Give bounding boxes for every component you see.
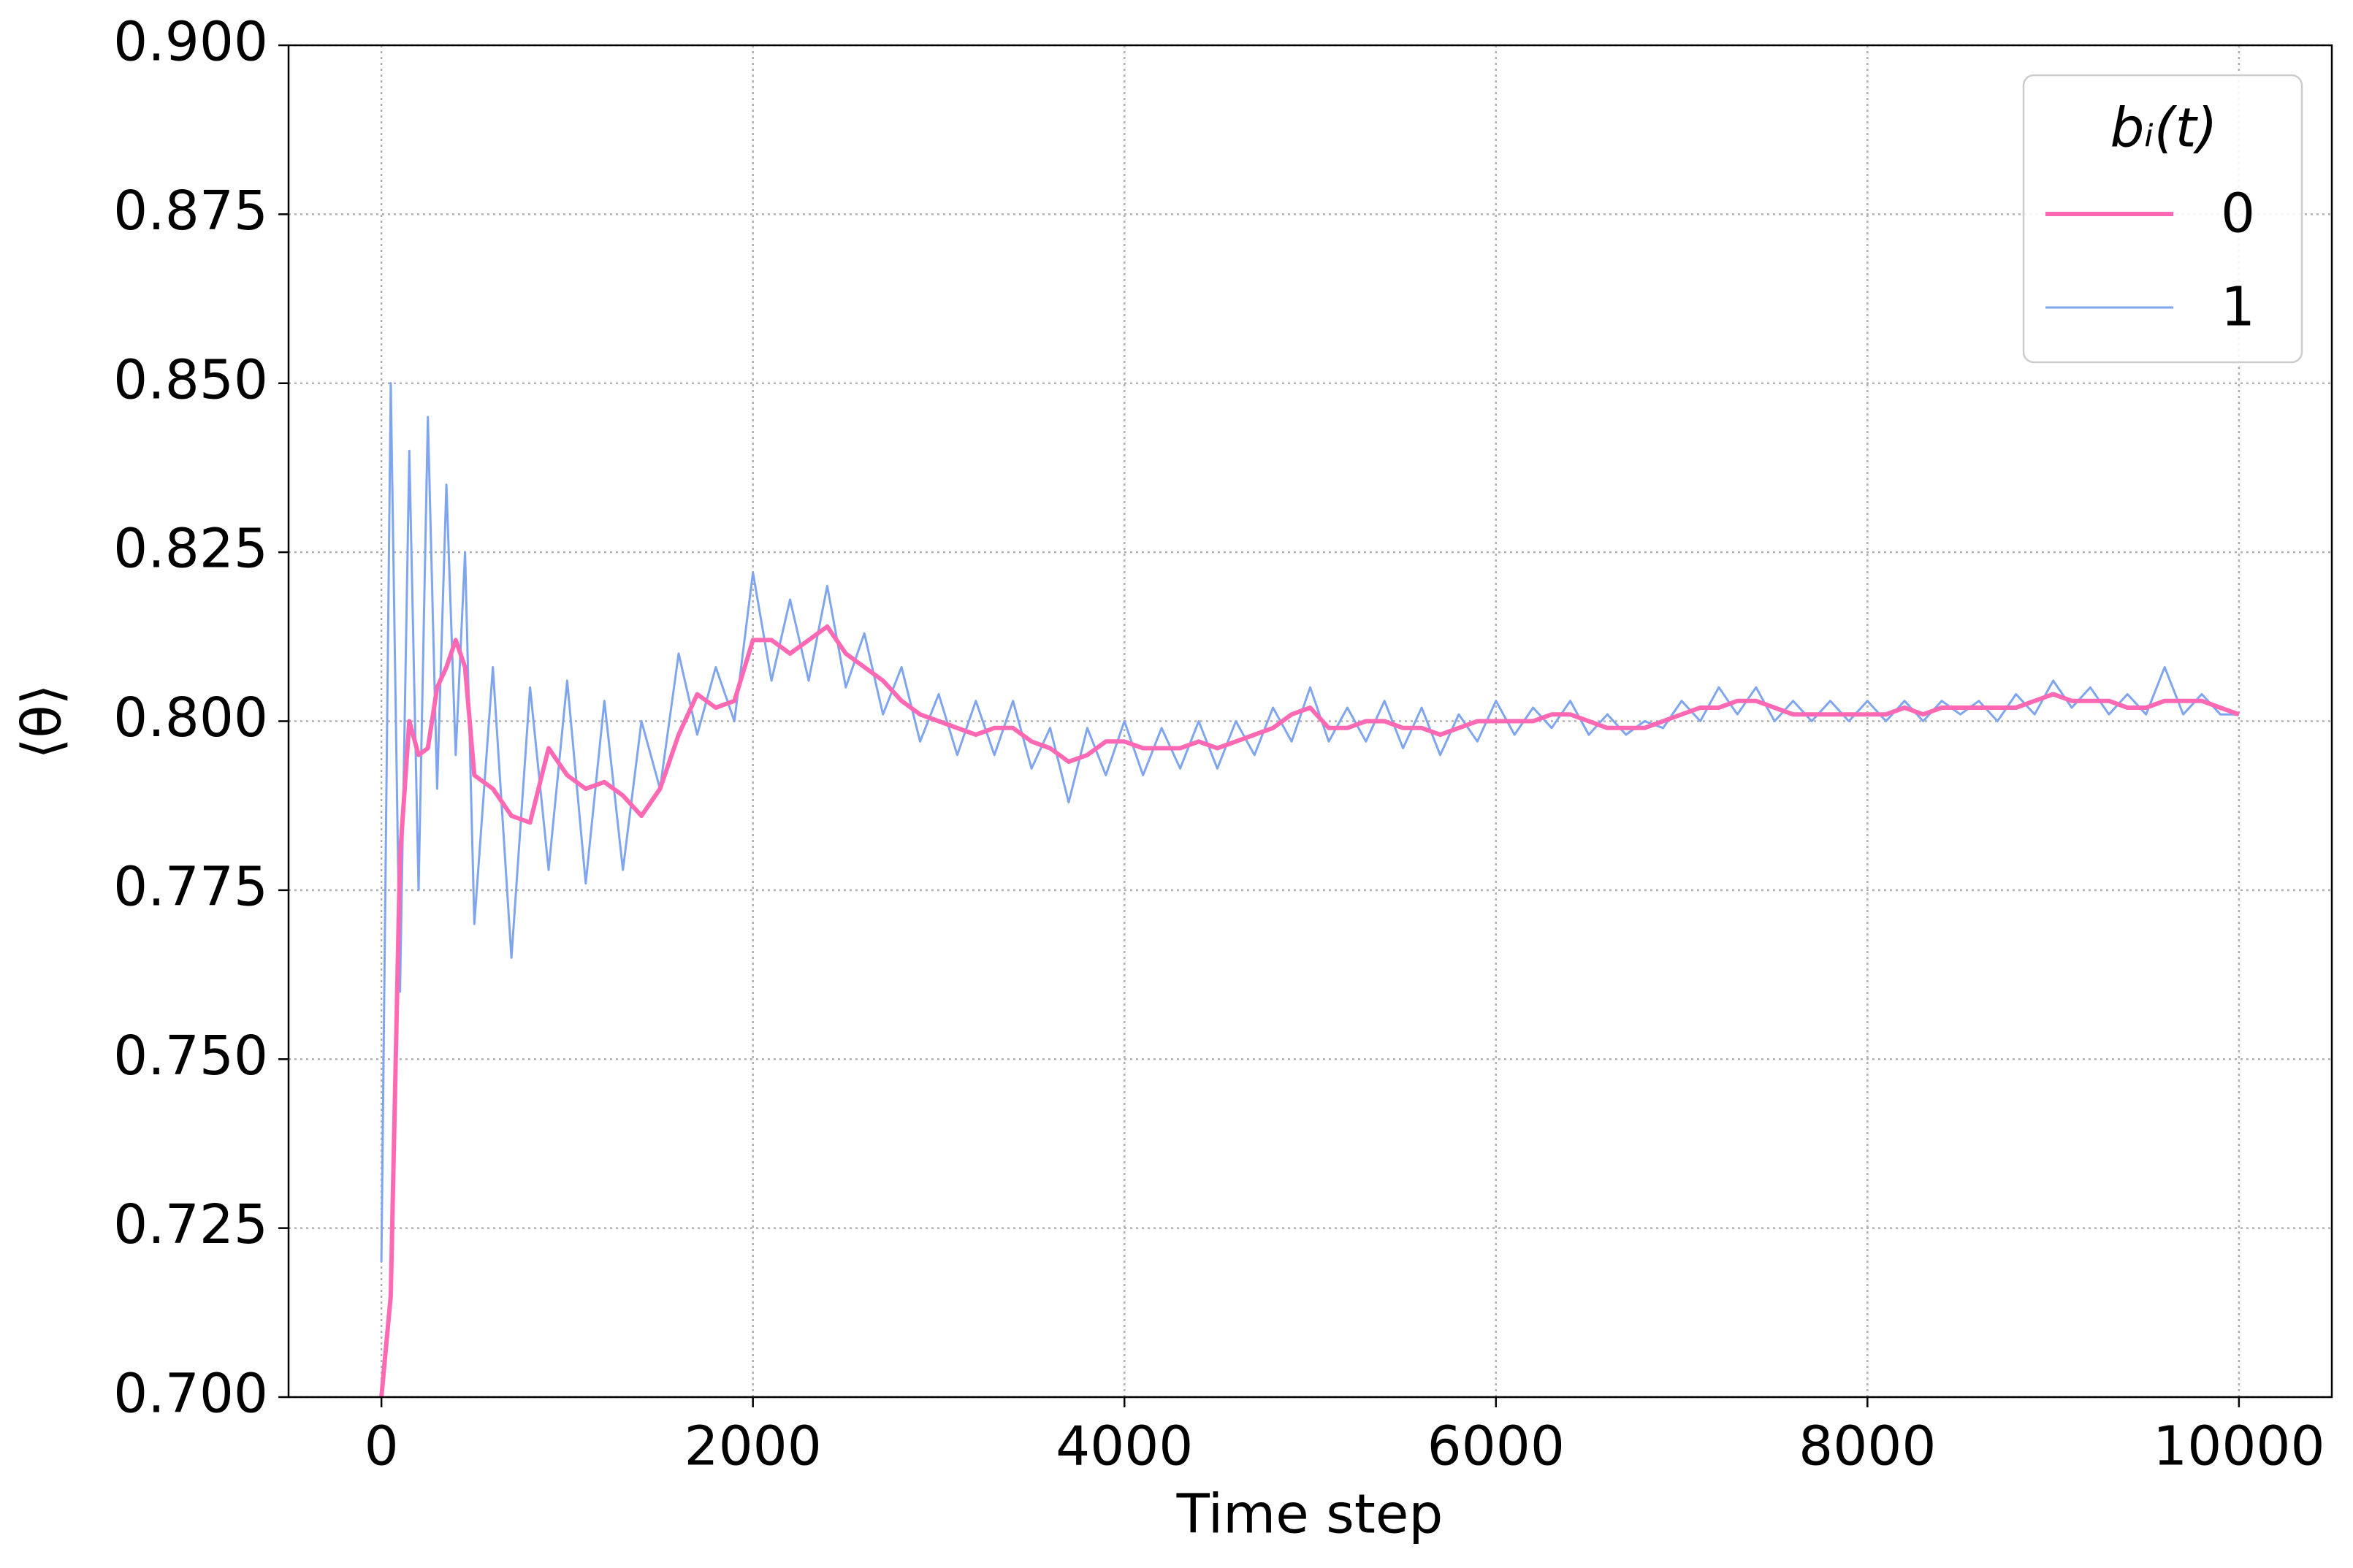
y-tick-label: 0.775 <box>113 855 268 918</box>
legend-frame <box>2022 74 2303 364</box>
y-tick-label: 0.700 <box>113 1363 268 1426</box>
y-tick-label: 0.725 <box>113 1193 268 1256</box>
y-tick-label: 0.750 <box>113 1025 268 1087</box>
y-tick-label: 0.825 <box>113 518 268 581</box>
series-line <box>380 382 2239 1262</box>
y-axis-label: ⟨θ⟩ <box>11 684 74 759</box>
legend-title: bᵢ(t) <box>2110 97 2218 160</box>
x-tick-label: 6000 <box>1427 1415 1565 1478</box>
y-tick-label: 0.850 <box>113 348 268 411</box>
x-axis-label: Time step <box>1176 1483 1444 1546</box>
y-tick-label: 0.900 <box>113 11 268 74</box>
legend-label: 1 <box>2221 276 2255 339</box>
x-tick-label: 2000 <box>684 1415 822 1478</box>
series-line <box>379 624 2240 1397</box>
y-tick-label: 0.800 <box>113 687 268 749</box>
x-tick-label: 10000 <box>2153 1415 2325 1478</box>
x-tick-label: 4000 <box>1056 1415 1193 1478</box>
y-tick-label: 0.875 <box>113 180 268 242</box>
x-tick-label: 8000 <box>1799 1415 1936 1478</box>
legend-label: 0 <box>2221 183 2255 245</box>
plot-area <box>379 382 2240 1397</box>
ticks: 0 2000 4000 6000 8000 10000 0.700 0.725 0.750 0.7… <box>113 11 2325 1478</box>
x-tick-label: 0 <box>365 1415 399 1478</box>
legend: bᵢ(t) 0 1 <box>2022 74 2303 364</box>
